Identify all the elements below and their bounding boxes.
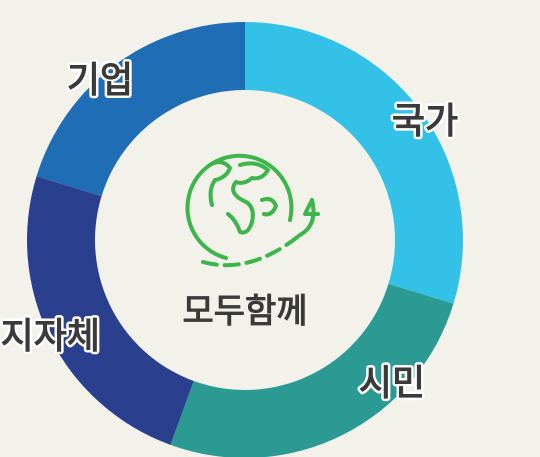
globe-icon: [185, 153, 320, 268]
ring-segment: [36, 22, 246, 200]
ring-segment: [245, 22, 463, 304]
center-label: 모두함께: [182, 292, 307, 332]
segment-label: 지자체: [1, 316, 100, 357]
segment-label: 국가: [392, 101, 458, 142]
inner-circle: [95, 90, 395, 390]
segment-label: 시민: [359, 363, 425, 404]
segment-label: 기업: [67, 60, 133, 101]
ring-segment: [26, 176, 198, 445]
